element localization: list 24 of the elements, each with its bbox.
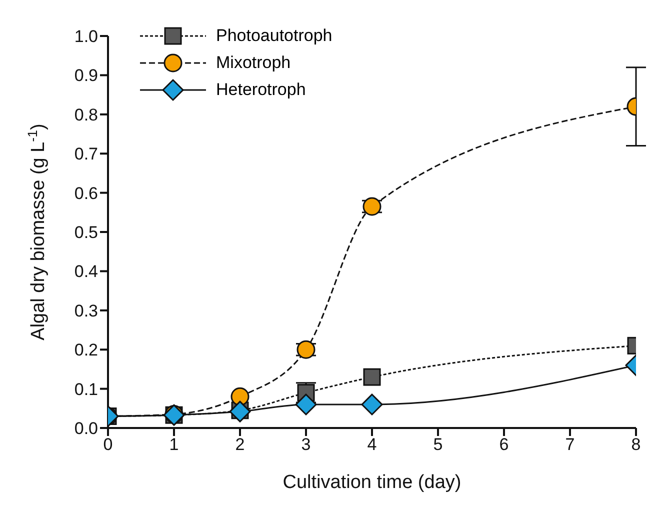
x-tick-label: 0 — [103, 435, 113, 454]
y-tick-label: 0.4 — [74, 262, 98, 282]
x-axis-title: Cultivation time (day) — [282, 472, 462, 493]
x-tick-label: 5 — [433, 435, 443, 454]
y-tick-label: 0.6 — [74, 184, 98, 203]
y-tick-label: 0.5 — [74, 223, 98, 242]
x-tick-label: 7 — [565, 435, 575, 454]
legend-label: Heterotroph — [216, 80, 306, 100]
legend-label: Photoautotroph — [216, 26, 332, 46]
y-tick-label: 0.2 — [74, 340, 98, 360]
x-tick-label: 1 — [169, 435, 179, 454]
y-tick-label: 0.0 — [74, 419, 98, 438]
x-tick-label: 2 — [235, 435, 245, 454]
y-tick-label: 0.7 — [74, 144, 98, 164]
y-tick-label: 0.8 — [74, 105, 98, 124]
x-tick-label: 3 — [301, 435, 311, 454]
x-tick-label: 8 — [631, 435, 641, 454]
y-tick-label: 0.1 — [74, 380, 98, 399]
legend-label: Mixotroph — [216, 52, 291, 72]
y-tick-label: 0.9 — [74, 66, 98, 86]
y-tick-label: 0.3 — [74, 301, 98, 320]
x-tick-label: 4 — [367, 435, 377, 454]
y-tick-label: 1.0 — [74, 27, 98, 46]
x-tick-label: 6 — [499, 435, 509, 454]
